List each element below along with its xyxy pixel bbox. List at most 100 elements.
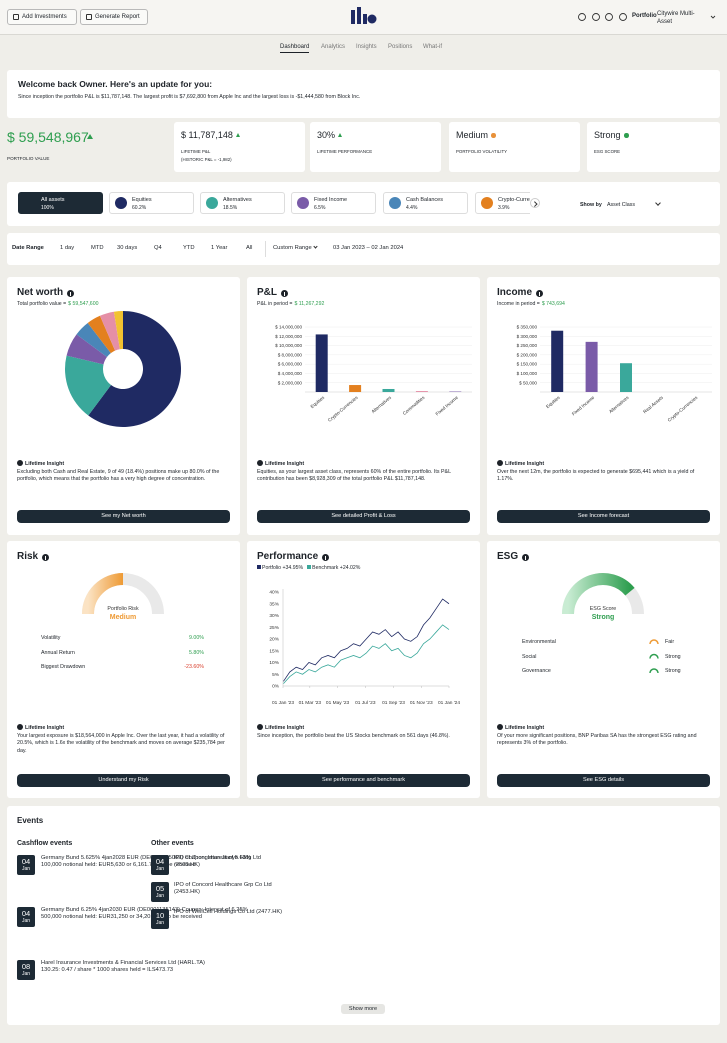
- button-icon: [86, 14, 92, 20]
- date-day: 05: [155, 884, 165, 893]
- chart-svg: Portfolio Risk Medium: [82, 573, 164, 621]
- chevron[interactable]: [655, 200, 661, 206]
- asset-share: 3.9%: [498, 205, 510, 211]
- asset-tab[interactable]: Equities 60.2%: [109, 192, 194, 214]
- portfolio-name[interactable]: Citywire Multi-Asset: [657, 11, 695, 25]
- esg-row-value: Fair: [665, 639, 675, 645]
- y-tick-label: 5%: [272, 672, 280, 678]
- asset-tab[interactable]: Alternatives 18.5%: [200, 192, 285, 214]
- nav-tab[interactable]: Insights: [356, 44, 377, 50]
- info-icon[interactable]: [42, 554, 49, 561]
- show-by-value[interactable]: Asset Class: [607, 202, 635, 208]
- scroll-button[interactable]: [530, 198, 540, 208]
- y-tick-label: $ 250,000: [517, 343, 538, 348]
- date-month: Jan: [155, 893, 165, 899]
- events-title: Events: [17, 816, 44, 825]
- chevron: [313, 244, 318, 249]
- event-text: IPO of Zhongshan Jianye Hldg Ltd (2503.H…: [174, 855, 261, 869]
- risk-row-label: Volatility: [41, 635, 61, 641]
- card-button[interactable]: See performance and benchmark: [257, 774, 470, 787]
- x-tick-label: Real Assets: [642, 394, 664, 414]
- event-detail: 130.25: 0.47 / share * 1000 shares held …: [41, 967, 174, 974]
- info-glyph: [325, 555, 326, 560]
- esg-icon: [649, 668, 659, 674]
- insight-icon: [257, 460, 263, 466]
- risk-row-value: -23.60%: [184, 664, 204, 670]
- gauge-fill: [82, 573, 124, 615]
- date-option[interactable]: 1 Year: [211, 245, 228, 251]
- date-option[interactable]: YTD: [183, 245, 195, 251]
- asset-tab[interactable]: Fixed Income 6.5%: [291, 192, 376, 214]
- kpi-card: Medium PORTFOLIO VOLATILITY: [449, 122, 580, 172]
- date-option[interactable]: 30 days: [117, 245, 138, 251]
- info-icon[interactable]: [67, 290, 74, 297]
- insight-icon: [257, 724, 263, 730]
- card-button[interactable]: See ESG details: [497, 774, 710, 787]
- insight-text: Over the next 12m, the portfolio is expe…: [497, 469, 695, 483]
- card-button[interactable]: See my Net worth: [17, 510, 230, 523]
- bar: [620, 363, 632, 392]
- y-tick-label: 25%: [269, 625, 279, 631]
- date-month: Jan: [21, 866, 31, 872]
- x-tick-label: Crypto-Currencies: [327, 394, 359, 422]
- card-button[interactable]: See Income forecast: [497, 510, 710, 523]
- chevron[interactable]: [710, 15, 716, 19]
- nav-tab[interactable]: What-if: [423, 44, 443, 50]
- nav-tab[interactable]: Dashboard: [280, 44, 310, 53]
- y-tick-label: 20%: [269, 637, 279, 643]
- card-subtitle: Income in period = $ 743,694: [497, 301, 565, 307]
- legend-swatch: [257, 565, 261, 569]
- bar: [551, 330, 564, 392]
- insight-text: Your largest exposure is $18,564,000 in …: [17, 733, 225, 754]
- y-tick-label: $ 6,000,000: [278, 362, 303, 367]
- date-day: 04: [155, 857, 165, 866]
- info-icon[interactable]: [536, 290, 543, 297]
- info-icon[interactable]: [522, 554, 529, 561]
- date-option[interactable]: All: [246, 245, 253, 251]
- pie-slice: [87, 315, 116, 354]
- kpi-card: 30% LIFETIME PERFORMANCE: [310, 122, 441, 172]
- logo-bar: [357, 7, 361, 24]
- up-arrow: [236, 133, 240, 137]
- header-button[interactable]: Add Investments: [7, 9, 77, 25]
- info-icon[interactable]: [281, 290, 288, 297]
- card-button[interactable]: Understand my Risk: [17, 774, 230, 787]
- chart-svg: [649, 639, 659, 674]
- date-option[interactable]: 1 day: [60, 245, 75, 251]
- series-line: [283, 598, 450, 682]
- bar: [585, 341, 598, 392]
- icon-user[interactable]: [619, 13, 627, 21]
- chart-svg: 0% 5% 10% 15% 20% 25% 30% 35% 40% 01 Jan '23 01 Ma…: [269, 589, 460, 706]
- gauge-fill: [562, 573, 635, 615]
- info-glyph: [539, 291, 540, 296]
- date-option[interactable]: MTD: [91, 245, 104, 251]
- icon-settings[interactable]: [592, 13, 600, 21]
- info-icon[interactable]: [322, 554, 329, 561]
- subtitle-value: $ 743,694: [541, 301, 565, 307]
- date-option[interactable]: Q4: [154, 245, 162, 251]
- nav-tab[interactable]: Positions: [388, 44, 413, 50]
- chevron: [531, 200, 537, 206]
- top-bar: Portfolio Citywire Multi-Asset Add Inves…: [0, 0, 727, 35]
- card-button[interactable]: See detailed Profit & Loss: [257, 510, 470, 523]
- x-tick-label: Alternatives: [608, 394, 630, 414]
- date-badge: 08 Jan: [17, 960, 35, 980]
- y-tick-label: $ 10,000,000: [275, 343, 302, 348]
- show-more-button[interactable]: Show more: [341, 1004, 385, 1014]
- nav-tab[interactable]: Analytics: [321, 44, 346, 50]
- asset-tab[interactable]: Cash Balances 4.4%: [383, 192, 468, 214]
- risk-row-label: Annual Return: [41, 649, 75, 656]
- insight-icon: [497, 724, 503, 730]
- portfolio-value-label: PORTFOLIO VALUE: [7, 156, 50, 161]
- risk-row-label: Biggest Drawdown: [41, 664, 86, 670]
- asset-icon: [389, 197, 401, 209]
- date-period: 03 Jan 2023 – 02 Jan 2024: [333, 245, 404, 251]
- asset-tab[interactable]: All assets 100%: [18, 192, 103, 214]
- icon-refresh[interactable]: [578, 13, 586, 21]
- kpi-note: (HISTORIC P&L = -1,982): [181, 157, 232, 162]
- icon-help[interactable]: [605, 13, 613, 21]
- header-button[interactable]: Generate Report: [80, 9, 148, 25]
- pnl-card: P&L P&L in period = $ 11,267,292 Lifetime I…: [247, 277, 480, 535]
- custom-range[interactable]: Custom Range: [273, 245, 312, 251]
- y-tick-label: $ 50,000: [519, 380, 537, 385]
